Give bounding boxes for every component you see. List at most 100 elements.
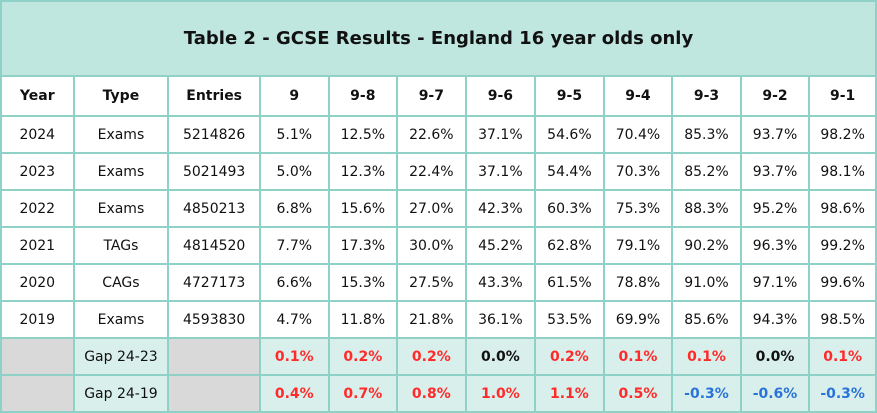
gap-value-grade-9-7: 0.8% <box>396 374 467 413</box>
cell-grade-9-7: 22.4% <box>396 152 467 191</box>
table-row: 2024 Exams 5214826 5.1% 12.5% 22.6% 37.1% 54.6%… <box>0 115 877 154</box>
cell-type: Exams <box>72 300 170 339</box>
cell-grade-9-7: 22.6% <box>396 115 467 154</box>
cell-grade-9-4: 78.8% <box>602 263 674 302</box>
table-row: 2023 Exams 5021493 5.0% 12.3% 22.4% 37.1% 54.4%… <box>0 152 877 191</box>
cell-grade-9: 4.7% <box>259 300 330 339</box>
cell-grade-9-3: 85.2% <box>671 152 742 191</box>
cell-entries: 5214826 <box>167 115 262 154</box>
cell-type: CAGs <box>72 263 170 302</box>
gap-value-grade-9-1: 0.1% <box>808 337 877 376</box>
gap-value-grade-9-8: 0.7% <box>327 374 399 413</box>
table-title: Table 2 - GCSE Results - England 16 year… <box>0 0 877 77</box>
cell-grade-9-2: 96.3% <box>739 226 811 265</box>
gap-label: Gap 24-19 <box>72 374 170 413</box>
cell-grade-9-6: 43.3% <box>464 263 537 302</box>
cell-grade-9-5: 61.5% <box>534 263 605 302</box>
cell-grade-9-1: 99.6% <box>808 263 877 302</box>
header-entries: Entries <box>167 75 262 117</box>
cell-type: TAGs <box>72 226 170 265</box>
cell-grade-9-8: 15.6% <box>327 189 399 228</box>
cell-grade-9: 5.0% <box>259 152 330 191</box>
gap-rows: Gap 24-23 0.1% 0.2% 0.2% 0.0% 0.2% 0.1% 0.1% 0.0… <box>0 337 877 413</box>
cell-grade-9-4: 79.1% <box>602 226 674 265</box>
header-grade-9-8: 9-8 <box>327 75 399 117</box>
header-year: Year <box>0 75 75 117</box>
header-grade-9-5: 9-5 <box>534 75 605 117</box>
cell-entries: 4814520 <box>167 226 262 265</box>
cell-grade-9-6: 36.1% <box>464 300 537 339</box>
gap-value-grade-9-4: 0.1% <box>602 337 674 376</box>
gap-value-grade-9-5: 0.2% <box>534 337 605 376</box>
cell-grade-9: 5.1% <box>259 115 330 154</box>
cell-type: Exams <box>72 189 170 228</box>
cell-grade-9-3: 90.2% <box>671 226 742 265</box>
cell-grade-9-3: 85.6% <box>671 300 742 339</box>
cell-year: 2020 <box>0 263 75 302</box>
cell-grade-9-8: 11.8% <box>327 300 399 339</box>
empty-cell <box>0 337 75 376</box>
cell-grade-9-8: 17.3% <box>327 226 399 265</box>
gap-value-grade-9-1: -0.3% <box>808 374 877 413</box>
cell-grade-9-8: 12.5% <box>327 115 399 154</box>
cell-grade-9-4: 70.3% <box>602 152 674 191</box>
empty-cell <box>167 337 262 376</box>
cell-grade-9: 6.8% <box>259 189 330 228</box>
gap-value-grade-9-5: 1.1% <box>534 374 605 413</box>
cell-grade-9-5: 60.3% <box>534 189 605 228</box>
gap-value-grade-9-6: 0.0% <box>464 337 537 376</box>
cell-grade-9-3: 88.3% <box>671 189 742 228</box>
gap-value-grade-9-3: -0.3% <box>671 374 742 413</box>
cell-grade-9-6: 45.2% <box>464 226 537 265</box>
cell-grade-9-5: 53.5% <box>534 300 605 339</box>
cell-grade-9-5: 62.8% <box>534 226 605 265</box>
cell-grade-9-2: 95.2% <box>739 189 811 228</box>
cell-year: 2019 <box>0 300 75 339</box>
cell-year: 2024 <box>0 115 75 154</box>
cell-grade-9-2: 94.3% <box>739 300 811 339</box>
cell-year: 2023 <box>0 152 75 191</box>
cell-grade-9-8: 12.3% <box>327 152 399 191</box>
header-grade-9-7: 9-7 <box>396 75 467 117</box>
cell-grade-9-7: 30.0% <box>396 226 467 265</box>
empty-cell <box>0 374 75 413</box>
cell-grade-9-1: 99.2% <box>808 226 877 265</box>
cell-grade-9-2: 93.7% <box>739 115 811 154</box>
gap-row: Gap 24-23 0.1% 0.2% 0.2% 0.0% 0.2% 0.1% 0.1% 0.0… <box>0 337 877 376</box>
header-grade-9-1: 9-1 <box>808 75 877 117</box>
cell-grade-9-7: 27.0% <box>396 189 467 228</box>
gap-value-grade-9-8: 0.2% <box>327 337 399 376</box>
table-row: 2020 CAGs 4727173 6.6% 15.3% 27.5% 43.3% 61.5% 7… <box>0 263 877 302</box>
cell-grade-9-2: 93.7% <box>739 152 811 191</box>
cell-grade-9-6: 37.1% <box>464 115 537 154</box>
cell-grade-9-7: 21.8% <box>396 300 467 339</box>
cell-grade-9-1: 98.6% <box>808 189 877 228</box>
cell-entries: 4850213 <box>167 189 262 228</box>
gap-value-grade-9-3: 0.1% <box>671 337 742 376</box>
cell-grade-9-3: 91.0% <box>671 263 742 302</box>
cell-entries: 5021493 <box>167 152 262 191</box>
cell-entries: 4593830 <box>167 300 262 339</box>
title-row: Table 2 - GCSE Results - England 16 year… <box>0 0 877 77</box>
cell-grade-9-6: 37.1% <box>464 152 537 191</box>
cell-grade-9-6: 42.3% <box>464 189 537 228</box>
cell-year: 2022 <box>0 189 75 228</box>
header-grade-9-2: 9-2 <box>739 75 811 117</box>
data-rows: 2024 Exams 5214826 5.1% 12.5% 22.6% 37.1% 54.6%… <box>0 115 877 339</box>
table-row: 2022 Exams 4850213 6.8% 15.6% 27.0% 42.3% 60.3%… <box>0 189 877 228</box>
cell-grade-9-2: 97.1% <box>739 263 811 302</box>
header-row: Year Type Entries 9 9-8 9-7 9-6 9-5 9-4 … <box>0 75 877 117</box>
cell-grade-9: 7.7% <box>259 226 330 265</box>
gap-value-grade-9-6: 1.0% <box>464 374 537 413</box>
gap-value-grade-9: 0.4% <box>259 374 330 413</box>
empty-cell <box>167 374 262 413</box>
cell-grade-9-1: 98.2% <box>808 115 877 154</box>
gap-value-grade-9-2: 0.0% <box>739 337 811 376</box>
cell-grade-9-4: 69.9% <box>602 300 674 339</box>
cell-grade-9-5: 54.6% <box>534 115 605 154</box>
cell-grade-9-4: 75.3% <box>602 189 674 228</box>
header-grade-9-3: 9-3 <box>671 75 742 117</box>
cell-grade-9-1: 98.1% <box>808 152 877 191</box>
